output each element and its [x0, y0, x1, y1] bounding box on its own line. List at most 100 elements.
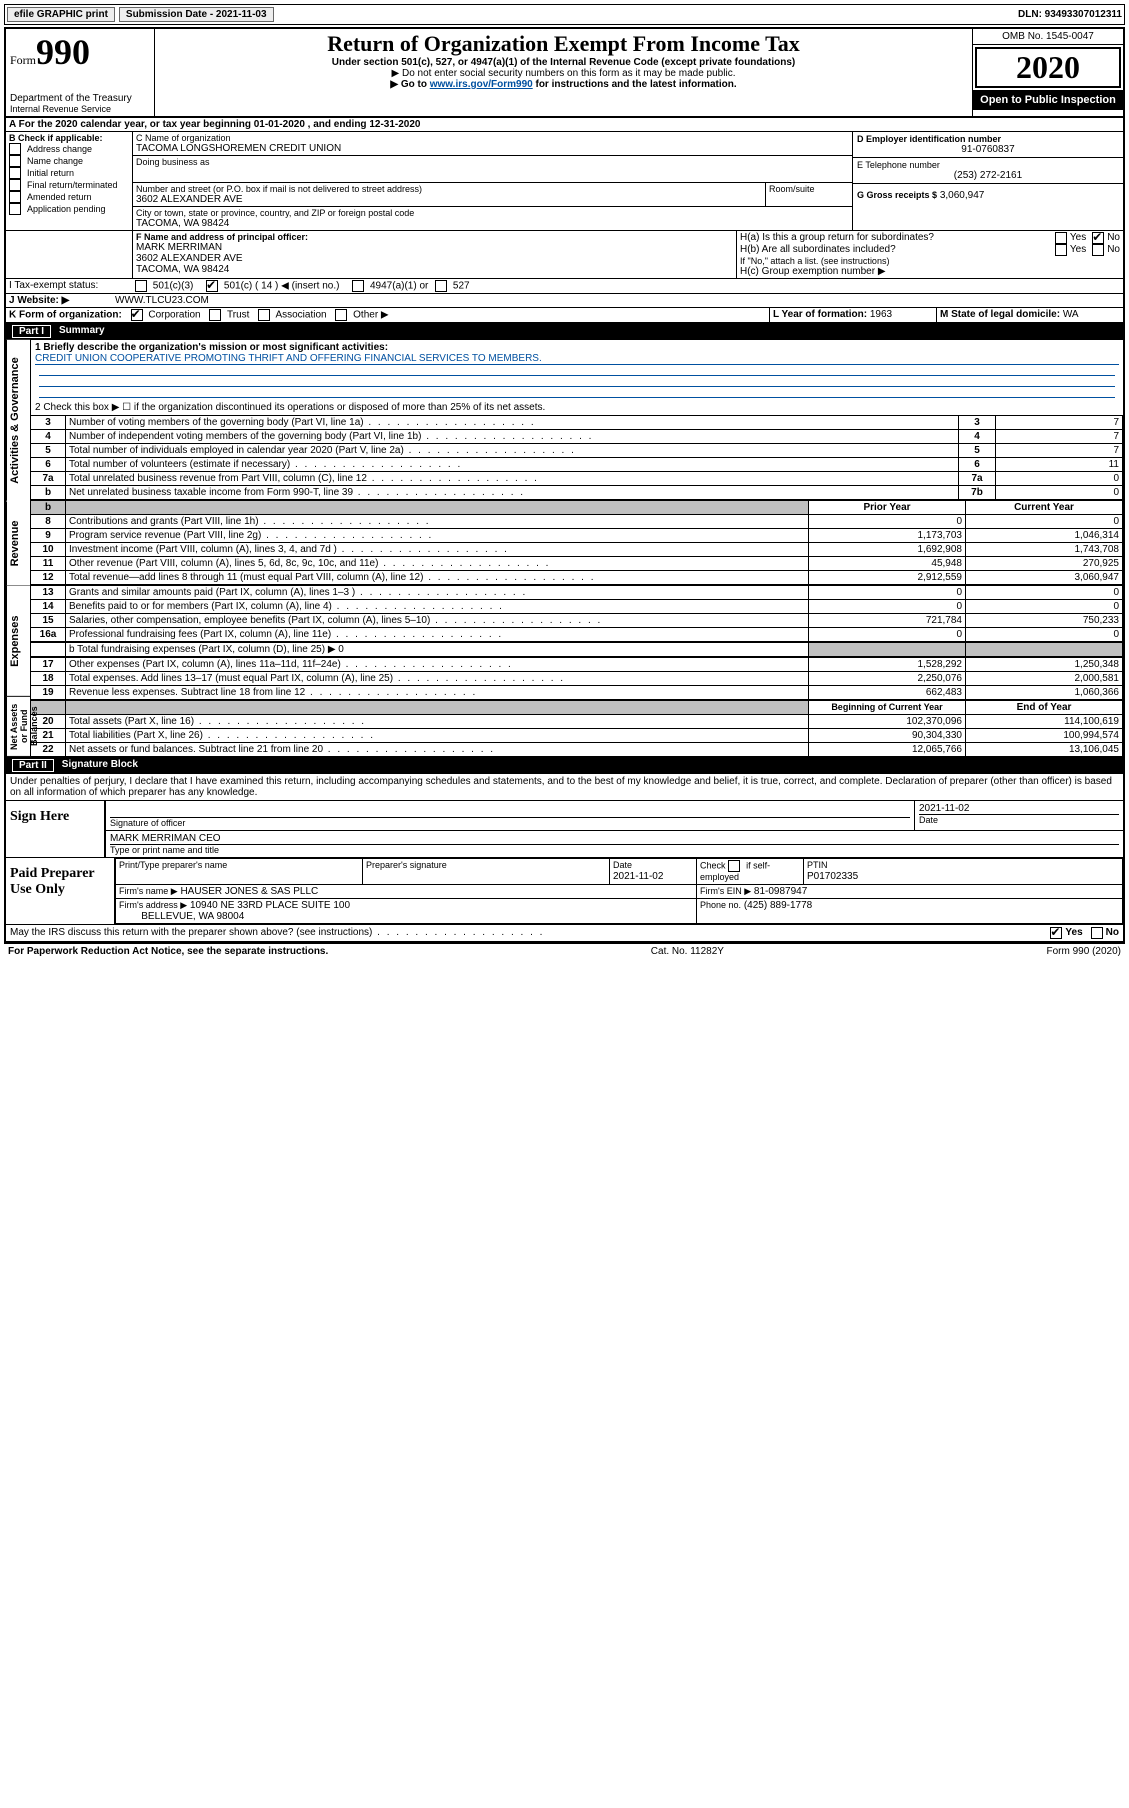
opt-501c3: 501(c)(3): [153, 281, 194, 292]
officer-addr2: TACOMA, WA 98424: [136, 264, 733, 275]
f-label: F Name and address of principal officer:: [136, 232, 733, 242]
table-row: 7a Total unrelated business revenue from…: [31, 472, 1123, 486]
sig-date: 2021-11-02: [919, 803, 1119, 814]
period-row: A For the 2020 calendar year, or tax yea…: [6, 118, 1123, 132]
chk-527[interactable]: [435, 280, 447, 292]
paperwork-note: For Paperwork Reduction Act Notice, see …: [8, 946, 328, 957]
table-row: 18 Total expenses. Add lines 13–17 (must…: [31, 672, 1123, 686]
part2-badge: Part II: [12, 759, 54, 772]
side-governance: Activities & Governance: [6, 340, 30, 501]
opt-501c: 501(c) ( 14 ) ◀ (insert no.): [224, 281, 340, 292]
fh-block: F Name and address of principal officer:…: [6, 231, 1123, 279]
period-text: A For the 2020 calendar year, or tax yea…: [6, 118, 1123, 131]
prep-h4a: Check: [700, 861, 726, 871]
officer-name: MARK MERRIMAN: [136, 242, 733, 253]
discuss-no: No: [1106, 927, 1119, 939]
firm-addr1: 10940 NE 33RD PLACE SUITE 100: [190, 900, 350, 911]
rev-table: b Prior Year Current Year 8 Contribution…: [31, 500, 1123, 585]
opt-trust: Trust: [227, 310, 249, 321]
cat-no: Cat. No. 11282Y: [651, 946, 724, 957]
table-row: 5 Total number of individuals employed i…: [31, 444, 1123, 458]
table-row: 8 Contributions and grants (Part VIII, l…: [31, 515, 1123, 529]
chk-name-change[interactable]: [9, 155, 21, 167]
gross-receipts: 3,060,947: [940, 190, 985, 201]
sig-officer-label: Signature of officer: [110, 817, 910, 828]
chk-assoc[interactable]: [258, 309, 270, 321]
prep-h1: Print/Type preparer's name: [119, 860, 227, 870]
d-label: D Employer identification number: [857, 134, 1119, 144]
chk-discuss-no[interactable]: [1091, 927, 1103, 939]
chk-discuss-yes[interactable]: [1050, 927, 1062, 939]
opt-initial: Initial return: [27, 168, 74, 178]
table-row: 14 Benefits paid to or for members (Part…: [31, 600, 1123, 614]
chk-corp[interactable]: [131, 309, 143, 321]
part2-subtitle: Signature Block: [62, 759, 138, 772]
opt-527: 527: [453, 281, 470, 292]
submission-button[interactable]: Submission Date - 2021-11-03: [119, 7, 274, 22]
g-label: G Gross receipts $: [857, 190, 937, 200]
ha-yes: Yes: [1070, 232, 1086, 244]
section-i: I Tax-exempt status: 501(c)(3) 501(c) ( …: [6, 279, 1123, 294]
chk-trust[interactable]: [209, 309, 221, 321]
chk-final[interactable]: [9, 179, 21, 191]
year-formation: 1963: [870, 309, 892, 320]
part2-header: Part II Signature Block: [6, 757, 1123, 774]
opt-4947: 4947(a)(1) or: [370, 281, 428, 292]
dept-treasury: Department of the Treasury: [10, 93, 150, 104]
org-city: TACOMA, WA 98424: [136, 218, 849, 229]
chk-amended[interactable]: [9, 191, 21, 203]
dln-label: DLN: 93493307012311: [1018, 9, 1122, 20]
opt-pending: Application pending: [27, 204, 106, 214]
c-name-label: C Name of organization: [136, 133, 849, 143]
chk-501c3[interactable]: [135, 280, 147, 292]
prep-h3: Date: [613, 860, 632, 870]
chk-4947[interactable]: [352, 280, 364, 292]
opt-amended: Amended return: [27, 192, 92, 202]
omb-number: OMB No. 1545-0047: [973, 29, 1123, 45]
ha-text: H(a) Is this a group return for subordin…: [740, 232, 1055, 244]
chk-hb-yes[interactable]: [1055, 244, 1067, 256]
exp-table: 13 Grants and similar amounts paid (Part…: [31, 585, 1123, 642]
chk-self-employed[interactable]: [728, 860, 740, 872]
form-label: Form: [10, 53, 36, 67]
exp2-table: 17 Other expenses (Part IX, column (A), …: [31, 657, 1123, 700]
irs-link[interactable]: www.irs.gov/Form990: [430, 79, 533, 90]
table-row: 3 Number of voting members of the govern…: [31, 416, 1123, 430]
col-end: End of Year: [966, 701, 1123, 715]
table-row: 20 Total assets (Part X, line 16) 102,37…: [31, 715, 1123, 729]
net-table: Beginning of Current Year End of Year 20…: [31, 700, 1123, 757]
chk-pending[interactable]: [9, 203, 21, 215]
hb-text: H(b) Are all subordinates included?: [740, 244, 1055, 256]
efile-button[interactable]: efile GRAPHIC print: [7, 7, 115, 22]
dept-irs: Internal Revenue Service: [10, 104, 150, 114]
opt-assoc: Association: [275, 310, 326, 321]
chk-ha-yes[interactable]: [1055, 232, 1067, 244]
part1-body: Activities & Governance Revenue Expenses…: [6, 340, 1123, 757]
opt-addr-change: Address change: [27, 144, 92, 154]
i-label: I Tax-exempt status:: [6, 279, 132, 293]
b-label: B Check if applicable:: [9, 133, 129, 143]
form-frame: Form990 Department of the Treasury Inter…: [4, 27, 1125, 943]
firm-addr-label: Firm's address ▶: [119, 900, 187, 910]
header-left: Form990 Department of the Treasury Inter…: [6, 29, 155, 116]
chk-addr-change[interactable]: [9, 143, 21, 155]
chk-initial[interactable]: [9, 167, 21, 179]
side-revenue: Revenue: [6, 501, 30, 586]
declaration-text: Under penalties of perjury, I declare th…: [6, 774, 1123, 801]
chk-other[interactable]: [335, 309, 347, 321]
firm-ein: 81-0987947: [754, 886, 807, 897]
chk-hb-no[interactable]: [1092, 244, 1104, 256]
chk-ha-no[interactable]: [1092, 232, 1104, 244]
table-row: 4 Number of independent voting members o…: [31, 430, 1123, 444]
dba-label: Doing business as: [136, 157, 849, 167]
form-title: Return of Organization Exempt From Incom…: [161, 31, 966, 57]
col-begin: Beginning of Current Year: [809, 701, 966, 715]
goto-note: ▶ Go to www.irs.gov/Form990 for instruct…: [161, 79, 966, 90]
chk-501c[interactable]: [206, 280, 218, 292]
table-row: 16a Professional fundraising fees (Part …: [31, 628, 1123, 642]
sign-block: Sign Here Signature of officer 2021-11-0…: [6, 801, 1123, 858]
table-row: 22 Net assets or fund balances. Subtract…: [31, 743, 1123, 757]
prep-h2: Preparer's signature: [366, 860, 447, 870]
l-label: L Year of formation:: [773, 309, 867, 320]
j-label: J Website: ▶: [6, 294, 112, 307]
